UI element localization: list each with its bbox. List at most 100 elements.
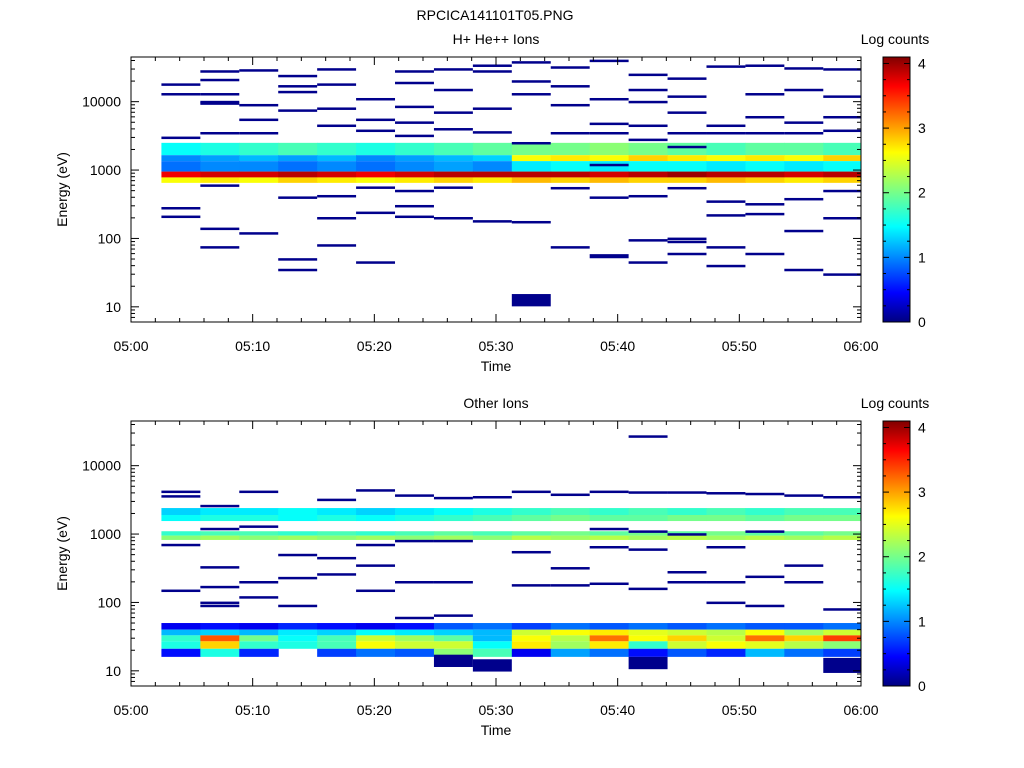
heatmap-cell: [395, 514, 435, 522]
heatmap-cell: [356, 635, 396, 642]
heatmap-cell-low: [706, 124, 746, 128]
heatmap-cell: [472, 171, 513, 178]
heatmap-cell: [589, 629, 630, 636]
heatmap-cell-low: [161, 136, 201, 140]
heatmap-cell: [511, 629, 552, 636]
heatmap-cell: [550, 641, 591, 649]
heatmap-cell-low: [784, 121, 824, 124]
heatmap-cell-low: [433, 217, 473, 220]
heatmap-cell: [472, 635, 513, 642]
colorbar: [882, 420, 911, 687]
heatmap-cell-low: [317, 124, 357, 128]
heatmap-cell-low: [433, 654, 473, 667]
colorbar-tick-label: 3: [918, 484, 926, 500]
heatmap-cell: [278, 177, 318, 183]
heatmap-cell: [200, 514, 240, 522]
heatmap-cell: [395, 161, 435, 172]
heatmap-cell-low: [550, 584, 590, 587]
heatmap-cell: [745, 177, 785, 183]
heatmap-cell: [200, 177, 240, 183]
heatmap-cell-low: [550, 246, 590, 249]
heatmap-cell: [628, 635, 669, 642]
heatmap-cell: [511, 641, 552, 649]
heatmap-cell: [511, 155, 552, 162]
x-tick-label: 05:50: [722, 702, 757, 718]
heatmap-cell-low: [356, 589, 396, 593]
colorbar-tick-label: 2: [918, 549, 926, 565]
heatmap-cell: [706, 648, 746, 657]
heatmap-cell-low: [628, 124, 668, 128]
heatmap-cell: [472, 161, 513, 172]
heatmap-cell: [161, 514, 201, 522]
heatmap-cell: [239, 161, 279, 172]
heatmap-cell: [356, 641, 396, 649]
heatmap-cell: [823, 641, 862, 649]
heatmap-cell: [161, 177, 201, 183]
heatmap-cell: [239, 635, 279, 642]
heatmap-cell: [317, 535, 357, 540]
heatmap-cell: [706, 535, 746, 540]
heatmap-cell: [239, 142, 279, 156]
heatmap-cell: [239, 629, 279, 636]
colorbar-tick-label: 0: [918, 678, 926, 694]
heatmap-cell-low: [472, 220, 512, 223]
heatmap-cell-low: [317, 83, 357, 86]
heatmap-cell: [823, 508, 862, 515]
heatmap-cell-low: [550, 131, 590, 135]
heatmap-cell: [550, 629, 591, 636]
heatmap-cell-low: [628, 548, 668, 551]
heatmap-cell-low: [200, 102, 240, 105]
heatmap-cell: [745, 142, 785, 156]
heatmap-cell: [706, 177, 746, 183]
heatmap-cell-low: [278, 109, 318, 112]
heatmap-cell-low: [433, 128, 473, 131]
heatmap-cell-low: [356, 261, 396, 264]
heatmap-cell-low: [395, 189, 434, 193]
heatmap-cell-low: [317, 498, 357, 502]
heatmap-cell-low: [823, 189, 861, 193]
x-tick-label: 06:00: [843, 338, 878, 354]
heatmap-cell-low: [511, 584, 551, 587]
heatmap-cell: [278, 514, 318, 522]
heatmap-cell-low: [784, 229, 824, 233]
heatmap-cell-low: [395, 616, 434, 620]
y-tick-label: 1000: [90, 162, 121, 178]
heatmap-cell: [784, 514, 824, 522]
heatmap-cell-low: [745, 252, 785, 256]
heatmap-cell: [395, 648, 435, 657]
heatmap-cell: [278, 531, 318, 536]
heatmap-cell-low: [784, 268, 824, 272]
heatmap-cell-low: [511, 294, 551, 307]
y-tick-label: 10: [105, 663, 121, 679]
heatmap-cell: [706, 629, 746, 636]
heatmap-cell: [472, 142, 513, 156]
colorbar-tick-label: 4: [918, 55, 926, 71]
heatmap-cell: [550, 142, 591, 156]
heatmap-cell: [667, 648, 707, 657]
heatmap-cell: [745, 514, 785, 522]
heatmap-cell-low: [667, 77, 707, 80]
heatmap-cell-low: [667, 95, 707, 98]
heatmap-cell: [317, 514, 357, 522]
heatmap-cell-low: [395, 204, 434, 208]
heatmap-cell: [823, 635, 862, 642]
heatmap-cell: [200, 629, 240, 636]
heatmap-cell: [278, 508, 318, 515]
heatmap-cell: [239, 623, 279, 630]
heatmap-cell: [628, 531, 669, 536]
heatmap-cell-low: [706, 545, 746, 549]
heatmap-cell-low: [200, 504, 240, 508]
heatmap-cell: [200, 531, 240, 536]
heatmap-cell-low: [589, 490, 629, 494]
heatmap-cell: [628, 629, 669, 636]
heatmap-cell-low: [628, 194, 668, 198]
heatmap-cell-low: [278, 90, 318, 94]
heatmap-cell-low: [239, 490, 279, 494]
heatmap-cell: [628, 623, 669, 630]
heatmap-cell-low: [628, 656, 668, 670]
heatmap-cell-low: [628, 239, 668, 242]
heatmap-cell: [706, 635, 746, 642]
heatmap-cell: [433, 623, 474, 630]
x-tick-label: 05:40: [600, 338, 635, 354]
heatmap-cell: [784, 155, 824, 162]
